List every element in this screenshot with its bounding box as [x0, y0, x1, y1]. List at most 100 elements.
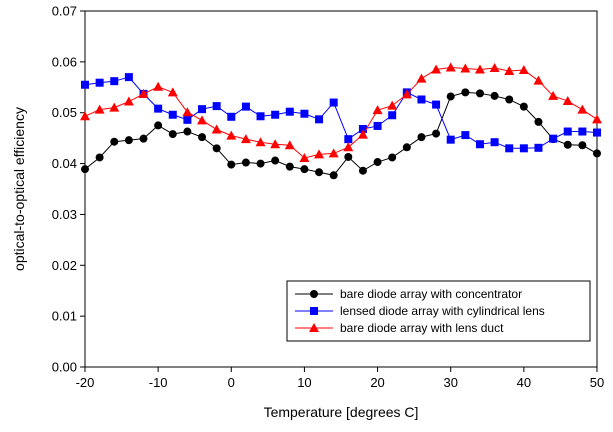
- data-point: [460, 63, 471, 73]
- y-tick-label: 0.05: [52, 105, 77, 120]
- data-point: [285, 162, 294, 171]
- plot-area: [80, 62, 602, 180]
- data-point: [94, 104, 105, 114]
- data-point: [300, 109, 309, 118]
- legend-label: lensed diode array with cylindrical lens: [340, 304, 545, 318]
- data-point: [388, 153, 397, 162]
- data-point: [593, 128, 601, 137]
- data-point: [109, 102, 120, 112]
- y-tick-label: 0.00: [52, 360, 77, 375]
- x-tick-label: 30: [443, 375, 457, 390]
- data-point: [198, 105, 207, 114]
- legend-entry: bare diode array with concentrator: [295, 287, 522, 301]
- data-point: [518, 64, 529, 74]
- data-point: [372, 105, 383, 115]
- data-point: [563, 127, 572, 136]
- data-point: [226, 130, 237, 140]
- data-point: [475, 140, 484, 149]
- data-point: [256, 159, 265, 168]
- data-point: [329, 171, 338, 180]
- data-point: [402, 143, 411, 152]
- y-tick-label: 0.06: [52, 54, 77, 69]
- data-point: [124, 73, 133, 82]
- data-point: [446, 135, 455, 144]
- x-axis: -20 -10 0 10 20 30 40 50: [76, 367, 604, 390]
- data-point: [197, 115, 208, 125]
- y-axis: 0.00 0.01 0.02 0.03 0.04 0.05 0.06 0.07: [52, 4, 85, 375]
- data-point: [489, 62, 500, 72]
- data-point: [299, 152, 310, 162]
- data-point: [563, 140, 572, 149]
- legend-box: [286, 280, 591, 342]
- data-point: [285, 107, 294, 116]
- data-point: [534, 117, 543, 126]
- data-point: [241, 102, 250, 111]
- y-tick-label: 0.04: [52, 156, 77, 171]
- legend-entry: lensed diode array with cylindrical lens: [295, 304, 545, 318]
- data-point: [344, 135, 353, 144]
- data-point: [417, 133, 426, 142]
- data-point: [123, 96, 134, 106]
- data-point: [240, 134, 251, 144]
- y-tick-label: 0.03: [52, 207, 77, 222]
- data-point: [534, 143, 543, 152]
- data-point: [80, 111, 90, 121]
- data-point: [533, 75, 544, 85]
- data-point: [255, 137, 266, 147]
- data-point: [357, 129, 368, 139]
- data-point: [183, 127, 192, 136]
- data-point: [358, 124, 367, 133]
- data-point: [211, 124, 222, 134]
- x-tick-label: 50: [590, 375, 604, 390]
- data-point: [315, 168, 324, 177]
- x-tick-label: -20: [76, 375, 95, 390]
- data-point: [474, 64, 485, 74]
- data-point: [578, 127, 587, 136]
- data-point: [432, 129, 441, 138]
- data-point: [490, 138, 499, 147]
- x-tick-label: 20: [370, 375, 384, 390]
- data-point: [81, 165, 89, 174]
- data-point: [110, 77, 119, 86]
- y-tick-label: 0.01: [52, 309, 77, 324]
- data-point: [154, 121, 163, 130]
- data-point: [139, 134, 148, 143]
- x-tick-label: 0: [228, 375, 235, 390]
- data-point: [505, 95, 514, 104]
- legend-label: bare diode array with concentrator: [340, 287, 522, 301]
- data-point: [577, 104, 588, 114]
- data-point: [284, 140, 295, 150]
- legend-entry: bare diode array with lens duct: [295, 321, 504, 335]
- data-point: [358, 166, 367, 175]
- data-point: [168, 110, 177, 119]
- data-point: [154, 104, 163, 113]
- data-point: [548, 90, 559, 100]
- data-point: [416, 73, 427, 83]
- data-point: [241, 158, 250, 167]
- data-point: [95, 78, 104, 87]
- x-tick-label: 10: [297, 375, 311, 390]
- data-point: [328, 148, 339, 158]
- data-point: [475, 89, 484, 98]
- data-point: [271, 110, 280, 119]
- data-point: [256, 112, 265, 121]
- data-point: [168, 130, 177, 139]
- data-point: [183, 115, 192, 124]
- data-point: [329, 98, 338, 107]
- data-point: [431, 64, 442, 74]
- data-point: [182, 107, 193, 117]
- legend-marker: [309, 323, 319, 332]
- data-point: [198, 133, 207, 142]
- data-point: [110, 137, 119, 146]
- data-point: [314, 149, 325, 159]
- data-point: [593, 149, 601, 158]
- data-point: [138, 88, 149, 98]
- plot-frame: [84, 10, 598, 368]
- data-point: [562, 96, 573, 106]
- data-point: [271, 156, 280, 165]
- data-point: [227, 112, 236, 121]
- data-point: [417, 95, 426, 104]
- legend-marker: [310, 307, 318, 315]
- data-point: [212, 144, 221, 153]
